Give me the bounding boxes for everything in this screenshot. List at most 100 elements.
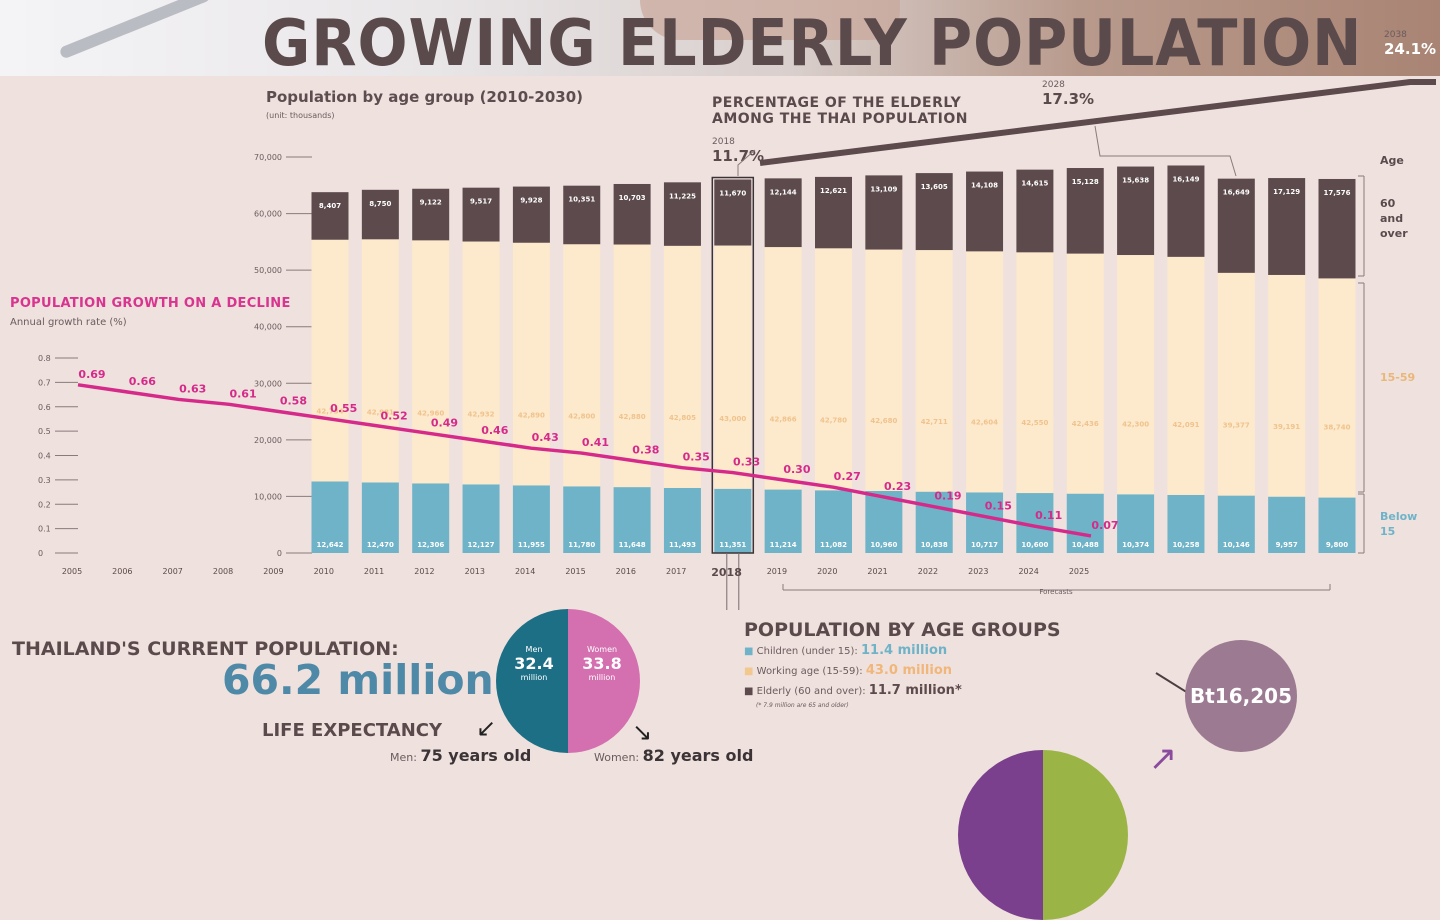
- bar-value-label: 9,928: [520, 197, 542, 205]
- gender-pie: Men 32.4 million Women 33.8 million: [496, 609, 640, 753]
- income-pie: [958, 750, 1128, 920]
- x-tick-label: 2018: [711, 566, 742, 579]
- bar-value-label: 42,300: [1122, 420, 1149, 428]
- bar-segment-working: [714, 245, 752, 489]
- women-value: 82 years old: [642, 746, 754, 765]
- bullet-icon: ■: [744, 646, 754, 657]
- bar-value-label: 42,866: [770, 416, 797, 424]
- bar-value-label: 8,750: [369, 200, 391, 208]
- growth-value-label: 0.61: [229, 387, 256, 400]
- bar-value-label: 14,108: [971, 182, 998, 190]
- bar-segment-working: [865, 249, 903, 491]
- bar-value-label: 9,957: [1276, 541, 1298, 549]
- bar-segment-children: [512, 485, 550, 553]
- callout-2038-value: 24.1%: [1384, 40, 1437, 58]
- working-label: Working age (15-59):: [756, 666, 863, 677]
- elderly-value: 11.7 million*: [868, 683, 962, 698]
- x-axis: 2005 2006 2007 2008 2009 2010 2011 2012 2013 2014…: [62, 566, 1331, 596]
- growth-value-label: 0.41: [582, 436, 609, 449]
- x-tick-label: 2014: [515, 567, 535, 576]
- bar-segment-elderly: [966, 171, 1004, 252]
- callout-2018: 2018 11.7%: [712, 137, 764, 165]
- bar-segment-elderly: [1217, 178, 1255, 273]
- bar-value-label: 12,127: [468, 541, 495, 549]
- bar-value-label: 10,258: [1172, 541, 1199, 549]
- growth-value-label: 0.19: [934, 490, 961, 503]
- bar-segment-working: [462, 241, 500, 485]
- x-tick-label: 2025: [1069, 567, 1089, 576]
- age-legend-title: Age: [1380, 154, 1404, 167]
- bar-y-axis: 0 10,000 20,000 30,000 40,000 50,000 60,000 70,…: [254, 153, 312, 558]
- bar-segment-working: [1167, 256, 1205, 495]
- x-tick-label: 2007: [163, 567, 183, 576]
- elderly-percentage-title: PERCENTAGE OF THE ELDERLY AMONG THE THAI…: [712, 95, 968, 127]
- women-life-expectancy: Women: 82 years old: [594, 746, 753, 765]
- bar-segment-elderly: [1066, 168, 1104, 254]
- bar-segment-children: [1268, 496, 1306, 553]
- bar-segment-working: [1066, 253, 1104, 494]
- pie-men-unit: million: [520, 673, 548, 682]
- bar-segment-children: [1117, 494, 1155, 553]
- line-y-tick-label: 0.1: [38, 525, 51, 534]
- bar-value-label: 9,800: [1326, 541, 1348, 549]
- bar-value-label: 42,932: [468, 411, 495, 419]
- bar-segment-children: [915, 491, 953, 553]
- elderly-title-line1: PERCENTAGE OF THE ELDERLY: [712, 95, 962, 111]
- bar-segment-working: [1318, 278, 1356, 498]
- bar-segment-elderly: [412, 188, 450, 241]
- callout-2018-year: 2018: [712, 137, 735, 147]
- growth-value-label: 0.58: [280, 395, 307, 408]
- bar-value-label: 11,351: [719, 541, 746, 549]
- growth-value-label: 0.23: [884, 480, 911, 493]
- bar-segment-elderly: [815, 176, 852, 249]
- growth-value-label: 0.27: [834, 470, 861, 483]
- working-value: 43.0 million: [865, 663, 953, 678]
- bar-value-label: 15,638: [1122, 177, 1149, 185]
- men-life-expectancy: Men: 75 years old: [390, 746, 531, 765]
- bar-segment-elderly: [1167, 165, 1205, 257]
- pie-men-value: 32.4: [514, 654, 554, 673]
- bar-value-label: 42,890: [518, 411, 545, 419]
- age-legend-working: 15-59: [1380, 371, 1416, 384]
- elderly-label: Elderly (60 and over):: [756, 686, 866, 697]
- bar-segment-working: [563, 244, 601, 487]
- pie-women-unit: million: [588, 673, 616, 682]
- x-tick-label: 2021: [867, 567, 887, 576]
- age-legend-elderly-2: and: [1380, 212, 1404, 225]
- x-tick-label: 2022: [918, 567, 938, 576]
- bar-value-label: 9,517: [470, 198, 492, 206]
- bar-segment-working: [1016, 252, 1054, 494]
- pie-men: Men 32.4 million: [504, 645, 564, 682]
- bar-value-label: 13,109: [870, 185, 897, 193]
- age-group-working: ■ Working age (15-59): 43.0 million: [744, 663, 952, 678]
- age-legend-elderly-1: 60: [1380, 197, 1396, 210]
- bar-segment-elderly: [361, 189, 399, 240]
- bar-segment-working: [915, 250, 953, 492]
- children-value: 11.4 million: [860, 643, 948, 658]
- growth-value-label: 0.66: [129, 375, 156, 388]
- line-y-axis: 0 0.1 0.2 0.3 0.4 0.5 0.6 0.7 0.8: [38, 354, 78, 558]
- bar-value-label: 11,670: [719, 190, 746, 198]
- bar-segment-elderly: [613, 183, 651, 245]
- x-tick-label: 2019: [767, 567, 787, 576]
- bar-segment-elderly: [714, 179, 752, 246]
- bar-value-label: 42,981: [367, 409, 394, 417]
- bar-segment-elderly: [1117, 166, 1155, 256]
- age-legend-children-1: Below: [1380, 510, 1418, 523]
- callout-connector: [1094, 125, 1237, 177]
- age-brackets: [1358, 175, 1365, 554]
- bar-value-label: 12,306: [417, 541, 444, 549]
- line-y-tick-label: 0.2: [38, 500, 51, 509]
- bar-value-label: 10,351: [568, 196, 595, 204]
- bar-segment-children: [462, 484, 500, 553]
- bar-segment-elderly: [764, 178, 802, 248]
- line-y-tick-label: 0: [38, 549, 43, 558]
- bar-value-label: 10,488: [1072, 541, 1099, 549]
- bar-segment-working: [613, 244, 651, 488]
- bar-value-label: 42,436: [1072, 420, 1099, 428]
- bar-value-label: 10,600: [1021, 541, 1048, 549]
- x-tick-label: 2011: [364, 567, 384, 576]
- income-circle: Bt16,205: [1185, 640, 1297, 752]
- bar-y-tick-label: 20,000: [254, 436, 282, 445]
- bar-value-label: 42,604: [971, 418, 998, 426]
